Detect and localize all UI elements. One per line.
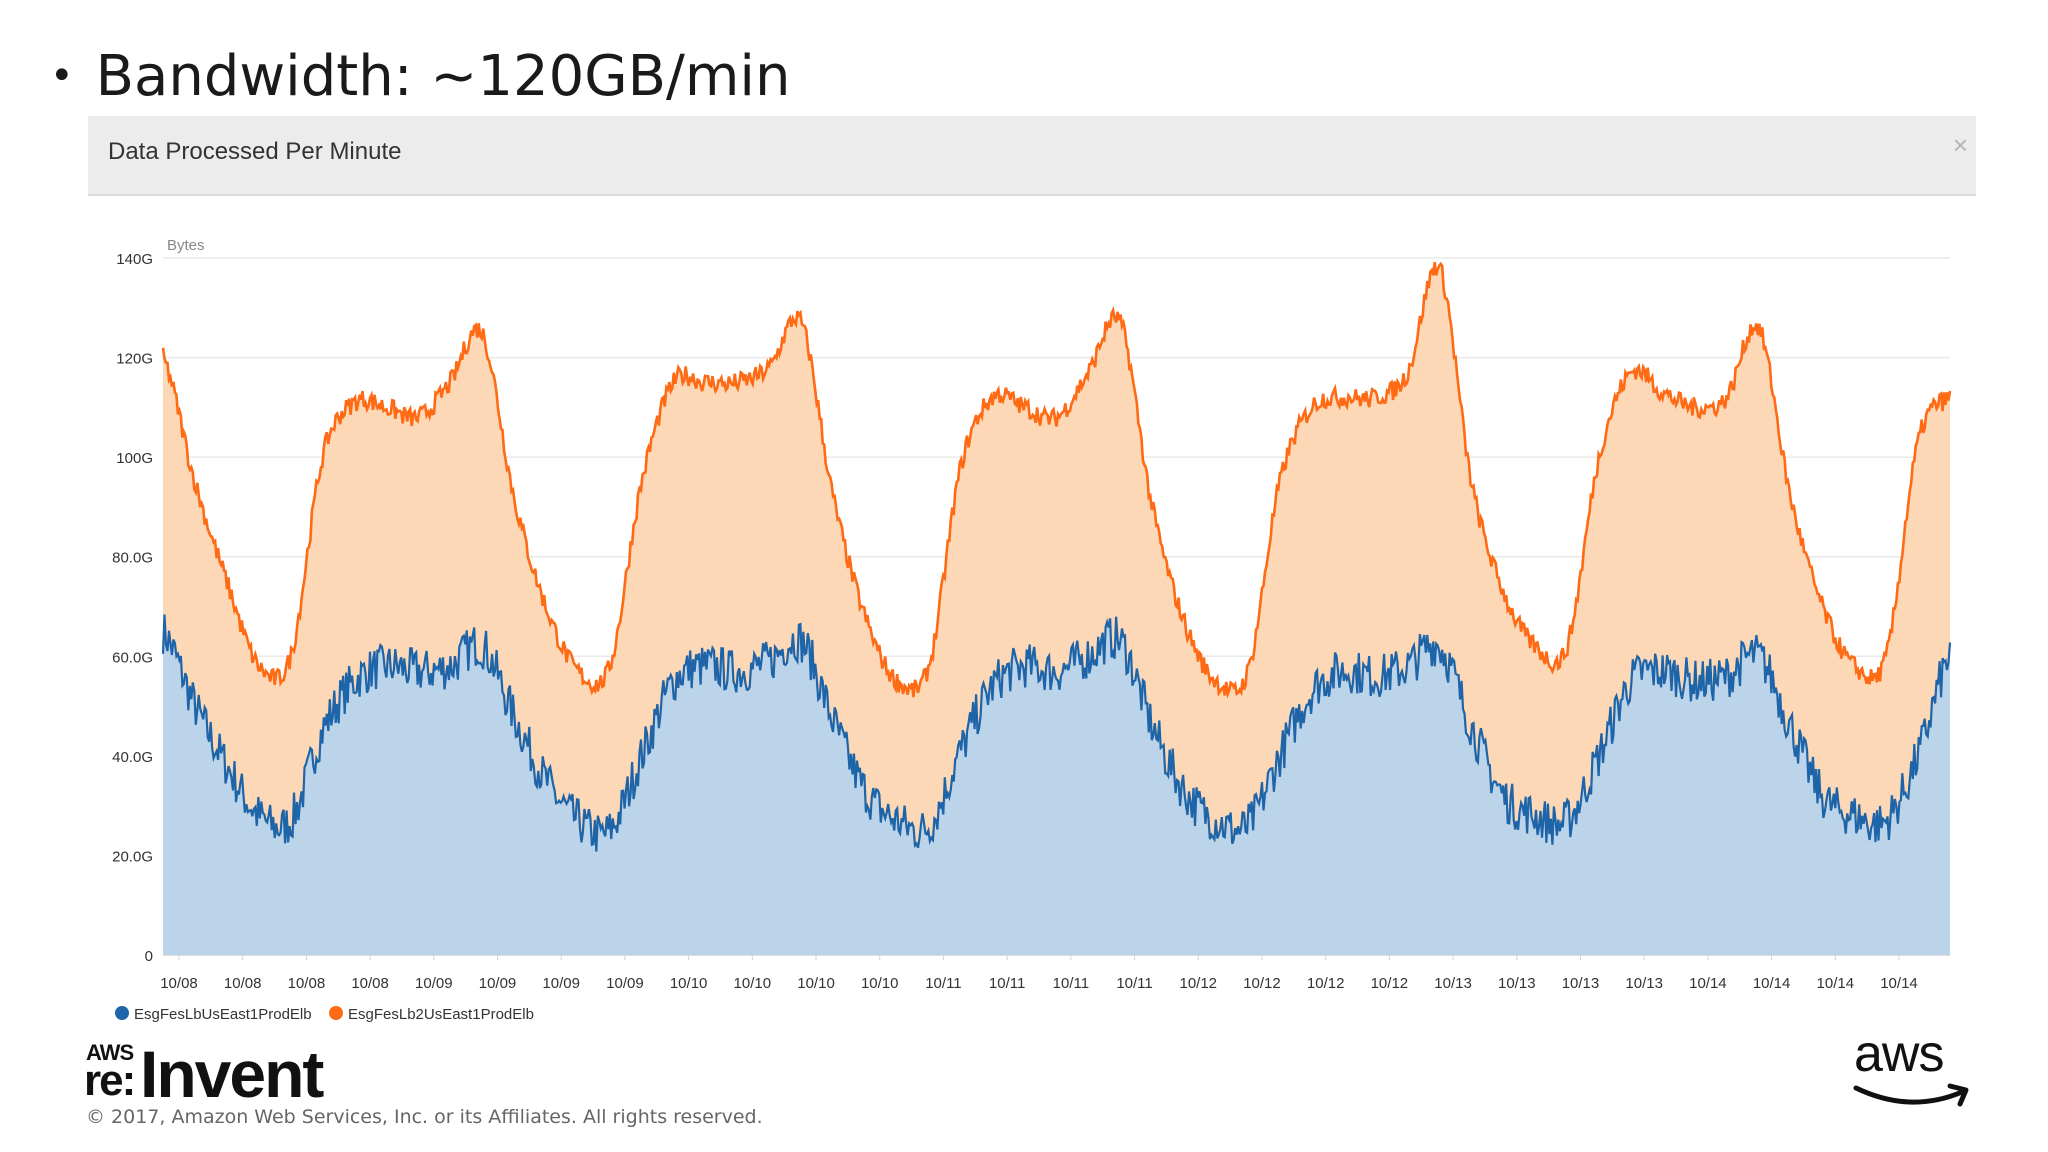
x-tick-label: 10/12 bbox=[1179, 975, 1217, 992]
y-tick-label: 20.0G bbox=[112, 848, 153, 865]
y-tick-label: 140G bbox=[116, 251, 153, 268]
x-tick-label: 10/13 bbox=[1625, 975, 1663, 992]
slide-title: • Bandwidth: ~120GB/min bbox=[50, 44, 790, 109]
x-tick-label: 10/12 bbox=[1307, 975, 1345, 992]
y-tick-label: 100G bbox=[116, 450, 153, 467]
x-tick-label: 10/11 bbox=[1053, 975, 1089, 992]
x-tick-label: 10/08 bbox=[160, 975, 198, 992]
x-tick-label: 10/14 bbox=[1880, 975, 1918, 992]
legend-swatch bbox=[329, 1006, 343, 1020]
legend-entry: EsgFesLb2UsEast1ProdElb bbox=[348, 1006, 534, 1023]
x-tick-label: 10/11 bbox=[1116, 975, 1152, 992]
x-tick-label: 10/10 bbox=[797, 975, 835, 992]
y-tick-label: 40.0G bbox=[112, 749, 153, 766]
copyright-notice: © 2017, Amazon Web Services, Inc. or its… bbox=[86, 1106, 763, 1128]
panel-title: Data Processed Per Minute bbox=[108, 138, 402, 165]
y-tick-label: 80.0G bbox=[112, 550, 153, 567]
legend-swatch bbox=[115, 1006, 129, 1020]
aws-smile-icon bbox=[1853, 1083, 1969, 1107]
close-icon[interactable]: × bbox=[1952, 130, 1968, 160]
series-line-esgfeslbuseast1prodelb bbox=[161, 614, 1952, 852]
x-tick-label: 10/09 bbox=[479, 975, 517, 992]
series-area-esgfeslb2useast1prodelb bbox=[163, 262, 1950, 852]
y-tick-label: 60.0G bbox=[112, 649, 153, 666]
x-tick-label: 10/10 bbox=[734, 975, 772, 992]
x-tick-label: 10/08 bbox=[351, 975, 389, 992]
x-tick-label: 10/11 bbox=[925, 975, 961, 992]
y-tick-label: 120G bbox=[116, 351, 153, 368]
aws-logo: aws bbox=[1850, 1025, 1976, 1110]
x-tick-label: 10/12 bbox=[1371, 975, 1409, 992]
x-tick-label: 10/09 bbox=[606, 975, 644, 992]
x-tick-label: 10/09 bbox=[415, 975, 453, 992]
series-line-esgfeslb2useast1prodelb bbox=[161, 261, 1952, 699]
x-tick-label: 10/13 bbox=[1498, 975, 1536, 992]
x-tick-label: 10/08 bbox=[224, 975, 262, 992]
x-tick-label: 10/13 bbox=[1562, 975, 1600, 992]
x-tick-label: 10/10 bbox=[861, 975, 899, 992]
y-axis-label: Bytes bbox=[167, 237, 205, 254]
x-tick-label: 10/14 bbox=[1689, 975, 1727, 992]
x-tick-label: 10/11 bbox=[989, 975, 1025, 992]
x-tick-label: 10/10 bbox=[670, 975, 708, 992]
x-tick-label: 10/14 bbox=[1817, 975, 1855, 992]
chart-panel-header: Data Processed Per Minute × bbox=[88, 116, 1976, 196]
x-tick-label: 10/12 bbox=[1243, 975, 1281, 992]
x-tick-label: 10/14 bbox=[1753, 975, 1791, 992]
x-tick-label: 10/08 bbox=[288, 975, 326, 992]
y-tick-label: 0 bbox=[145, 948, 153, 965]
slide-title-text: Bandwidth: ~120GB/min bbox=[95, 44, 791, 109]
x-tick-label: 10/13 bbox=[1434, 975, 1472, 992]
series-area-esgfeslbuseast1prodelb bbox=[163, 614, 1950, 955]
bullet-icon: • bbox=[50, 53, 74, 99]
legend-entry: EsgFesLbUsEast1ProdElb bbox=[134, 1006, 312, 1023]
x-tick-label: 10/09 bbox=[542, 975, 580, 992]
